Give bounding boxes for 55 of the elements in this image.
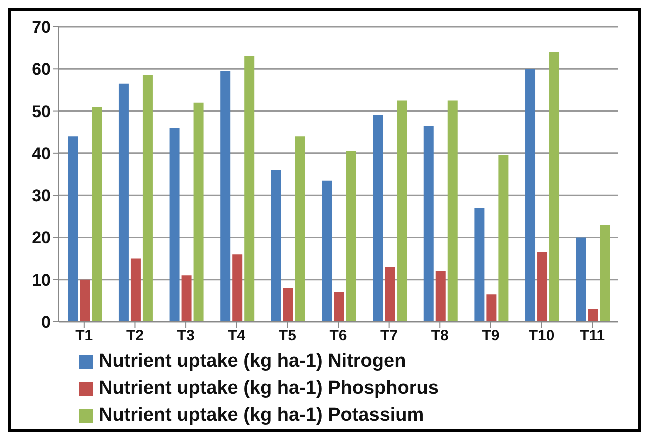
bar (170, 128, 180, 322)
y-tick-label: 60 (32, 60, 51, 80)
x-tick-label: T5 (278, 328, 296, 345)
x-tick-label: T7 (380, 328, 398, 345)
bar (92, 107, 102, 322)
bar (588, 309, 598, 322)
bar (182, 276, 192, 322)
x-tick-label: T8 (431, 328, 449, 345)
bar (220, 71, 231, 322)
x-tick-label: T6 (330, 328, 348, 345)
x-tick-label: T3 (177, 328, 195, 345)
y-tick-label: 70 (32, 18, 51, 38)
bar (538, 252, 548, 322)
bar (600, 225, 610, 322)
bar (346, 151, 356, 322)
y-tick-label: 20 (32, 228, 51, 248)
bar (576, 238, 586, 322)
y-tick-label: 0 (42, 313, 51, 332)
legend-label: Nutrient uptake (kg ha-1) Potassium (99, 404, 424, 428)
bar (194, 102, 204, 322)
bar (68, 136, 78, 322)
bar (130, 258, 141, 322)
bar (448, 100, 458, 322)
bar (322, 180, 332, 322)
bar (385, 267, 396, 322)
bar (334, 292, 344, 322)
bar (474, 208, 485, 322)
bar (550, 52, 560, 322)
bar (244, 56, 255, 322)
bar (232, 254, 243, 322)
y-tick-label: 50 (32, 102, 51, 122)
x-tick-label: T1 (76, 328, 94, 345)
bar (498, 156, 509, 322)
bar (526, 69, 536, 322)
x-tick-label: T10 (528, 328, 555, 345)
y-tick-label: 40 (32, 144, 51, 164)
bar (424, 126, 434, 322)
bar (373, 116, 384, 322)
x-tick-label: T11 (580, 328, 606, 345)
bar (436, 271, 446, 322)
legend-label: Nutrient uptake (kg ha-1) Nitrogen (99, 350, 406, 374)
bar (397, 100, 408, 322)
bar (118, 84, 129, 322)
x-tick-label: T9 (482, 328, 500, 345)
y-tick-label: 10 (32, 270, 51, 290)
bar (142, 75, 153, 322)
bar (295, 136, 306, 322)
bar (80, 280, 90, 322)
bar (283, 288, 294, 322)
bar (271, 170, 282, 322)
x-tick-label: T2 (126, 328, 144, 345)
legend-label: Nutrient uptake (kg ha-1) Phosphorus (99, 377, 439, 401)
y-tick-label: 30 (32, 186, 51, 206)
bar (486, 294, 497, 322)
x-tick-label: T4 (228, 328, 246, 345)
